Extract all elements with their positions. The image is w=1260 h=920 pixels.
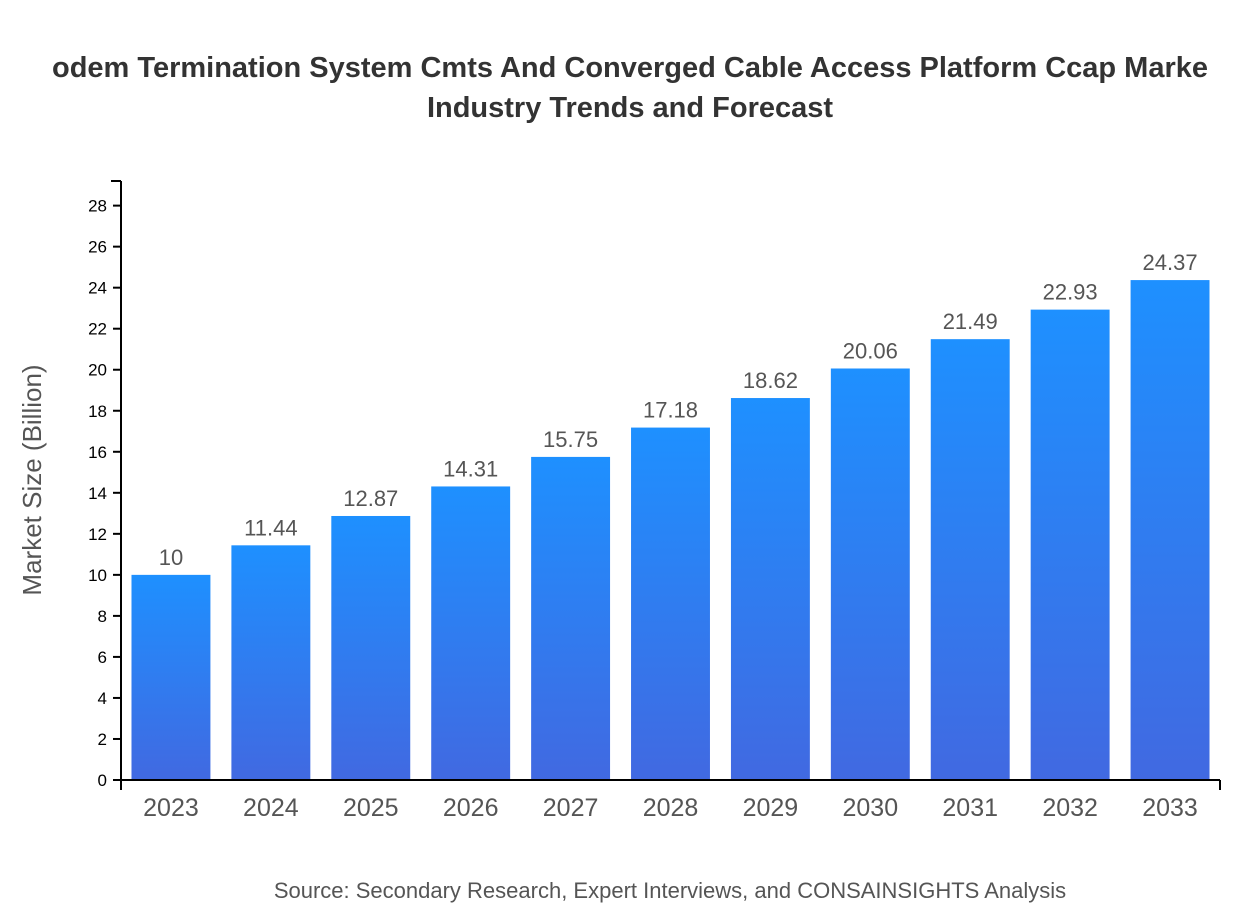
x-tick-label-2027: 2027 — [543, 794, 599, 822]
y-tick-label-26: 26 — [88, 238, 107, 257]
data-label-2029: 18.62 — [743, 368, 798, 393]
bar-2030 — [830, 368, 910, 780]
data-label-2026: 14.31 — [443, 456, 498, 481]
y-tick-label-20: 20 — [88, 361, 107, 380]
bar-2024 — [231, 545, 311, 780]
x-tick-label-2023: 2023 — [143, 794, 199, 822]
data-label-2032: 22.93 — [1043, 280, 1098, 305]
data-label-2023: 10 — [159, 545, 183, 570]
chart-title-line-1: odem Termination System Cmts And Converg… — [51, 52, 1209, 84]
bar-2025 — [331, 515, 411, 780]
data-label-2027: 15.75 — [543, 427, 598, 452]
y-tick-label-14: 14 — [88, 484, 107, 503]
y-tick-label-4: 4 — [98, 689, 107, 708]
bar-2033 — [1130, 280, 1210, 780]
y-tick-label-10: 10 — [88, 566, 107, 585]
x-tick-label-2029: 2029 — [743, 794, 799, 822]
bar-2028 — [631, 427, 710, 780]
y-tick-label-22: 22 — [88, 320, 107, 339]
bar-2023 — [131, 574, 211, 780]
y-tick-label-8: 8 — [98, 607, 107, 626]
y-tick-label-12: 12 — [88, 525, 107, 544]
y-axis-label: Market Size (Billion) — [17, 364, 47, 595]
data-label-2028: 17.18 — [643, 398, 698, 423]
x-tick-label-2032: 2032 — [1042, 794, 1098, 822]
y-tick-label-6: 6 — [98, 648, 107, 667]
x-tick-label-2031: 2031 — [942, 794, 998, 822]
x-tick-label-2033: 2033 — [1142, 794, 1198, 822]
y-tick-label-0: 0 — [98, 771, 107, 790]
chart-title-line-2: Industry Trends and Forecast — [426, 92, 834, 124]
y-tick-label-28: 28 — [88, 197, 107, 216]
bar-2027 — [531, 456, 611, 780]
data-label-2025: 12.87 — [343, 486, 398, 511]
data-label-2030: 20.06 — [843, 338, 898, 363]
y-tick-label-16: 16 — [88, 443, 107, 462]
bar-2032 — [1030, 309, 1110, 780]
y-tick-label-2: 2 — [98, 730, 107, 749]
data-label-2024: 11.44 — [244, 515, 297, 540]
bar-2029 — [730, 398, 810, 780]
bar-2031 — [930, 339, 1010, 780]
x-tick-label-2024: 2024 — [243, 794, 299, 822]
data-label-2031: 21.49 — [943, 309, 998, 334]
x-tick-label-2025: 2025 — [343, 794, 399, 822]
x-tick-label-2028: 2028 — [643, 794, 699, 822]
x-tick-label-2026: 2026 — [443, 794, 499, 822]
y-tick-label-24: 24 — [88, 279, 107, 298]
source-note: Source: Secondary Research, Expert Inter… — [273, 878, 1067, 903]
bar-2026 — [431, 486, 511, 780]
data-label-2033: 24.37 — [1143, 250, 1198, 275]
y-tick-label-18: 18 — [88, 402, 107, 421]
x-tick-label-2030: 2030 — [843, 794, 899, 822]
